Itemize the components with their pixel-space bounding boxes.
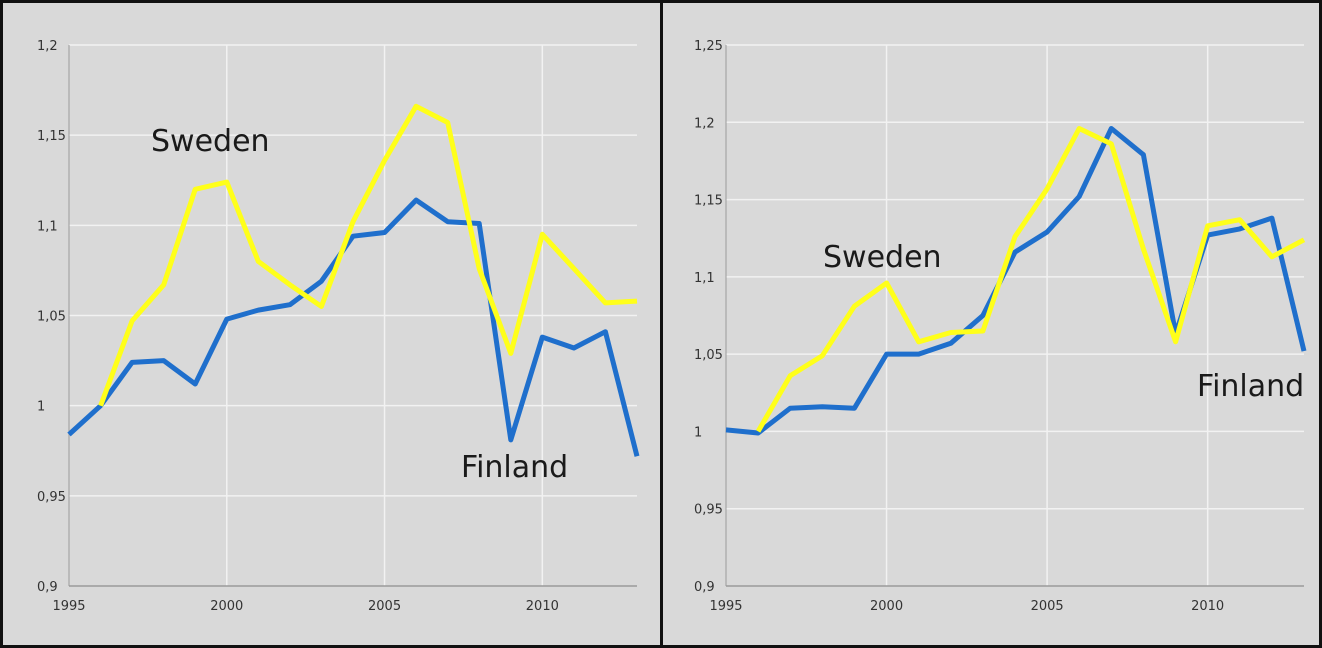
y-tick-label: 1,1 [694, 271, 715, 286]
y-tick-label: 0,9 [694, 580, 715, 595]
y-tick-label: 1,15 [694, 194, 723, 209]
series-label-sweden: Sweden [823, 240, 942, 275]
series-line-finland [67, 197, 640, 457]
series-line-sweden [98, 103, 638, 407]
y-tick-label: 1,2 [37, 39, 58, 54]
series-line-sweden [755, 126, 1306, 433]
x-tick-label: 2010 [1191, 599, 1224, 614]
y-tick-label: 1,05 [37, 310, 66, 325]
y-tick-label: 1 [694, 425, 702, 440]
x-tick-label: 1995 [52, 599, 85, 614]
x-tick-label: 2000 [870, 599, 903, 614]
x-tick-label: 1995 [709, 599, 742, 614]
right-line-chart: 0,9 0,95 1 1,05 1,1 1,15 1,2 1,25 1995 2000 2005 20… [694, 39, 1307, 614]
y-tick-label: 1,15 [37, 129, 66, 144]
left-line-chart: 0,9 0,95 1 1,05 1,1 1,15 1,2 1995 2000 2005 2010 Fi… [37, 39, 640, 614]
y-tick-label: 0,95 [37, 490, 66, 505]
panel-divider [660, 3, 663, 645]
series-label-finland: Finland [1197, 369, 1304, 404]
y-tick-label: 1,05 [694, 348, 723, 363]
x-tick-label: 2005 [368, 599, 401, 614]
x-tick-label: 2010 [526, 599, 559, 614]
y-tick-label: 0,9 [37, 580, 58, 595]
x-tick-label: 2000 [210, 599, 243, 614]
y-tick-label: 1,2 [694, 116, 715, 131]
x-tick-label: 2005 [1031, 599, 1064, 614]
y-tick-label: 1,1 [37, 219, 58, 234]
series-label-finland: Finland [461, 450, 568, 485]
y-tick-label: 1,25 [694, 39, 723, 54]
series-label-sweden: Sweden [151, 124, 270, 159]
y-tick-label: 1 [37, 400, 45, 415]
y-tick-label: 0,95 [694, 503, 723, 518]
